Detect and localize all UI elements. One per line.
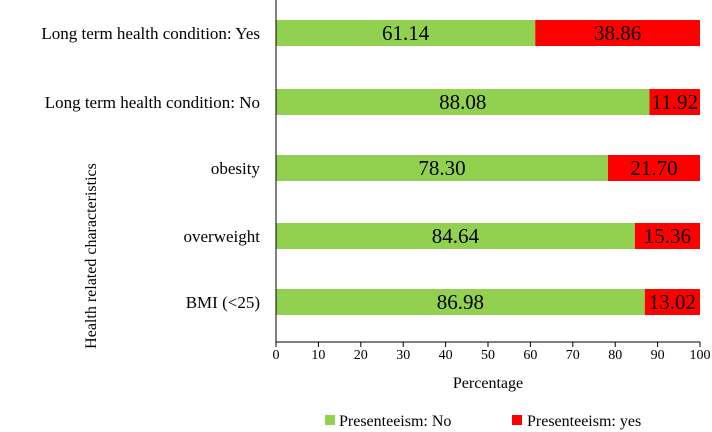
x-tick-label-4: 40 — [439, 348, 453, 363]
bar-yes-2 — [607, 155, 700, 181]
x-ticks-group: 0 10 20 30 40 50 60 70 80 90 100 — [273, 342, 711, 363]
value-label-yes-1: 11.92 — [651, 90, 697, 114]
x-tick-label-8: 80 — [608, 348, 622, 363]
x-tick-label-10: 100 — [690, 348, 711, 363]
legend-label-yes: Presenteeism: yes — [527, 413, 641, 430]
value-label-no-3: 84.64 — [432, 224, 480, 248]
legend: Presenteeism: No Presenteeism: yes — [325, 413, 641, 430]
bar-no-2 — [276, 155, 608, 181]
category-label-1: Long term health condition: No — [45, 93, 260, 112]
category-label-4: BMI (<25) — [186, 293, 260, 312]
category-label-3: overweight — [184, 227, 261, 246]
bar-yes-3 — [634, 223, 700, 249]
value-label-yes-2: 21.70 — [630, 156, 677, 180]
x-tick-label-1: 10 — [311, 348, 325, 363]
category-label-0: Long term health condition: Yes — [41, 24, 260, 43]
legend-swatch-yes — [512, 415, 522, 425]
value-label-yes-4: 13.02 — [649, 290, 696, 314]
x-axis-label: Percentage — [453, 375, 523, 392]
bar-no-0 — [276, 20, 536, 46]
value-label-yes-0: 38.86 — [594, 21, 641, 45]
value-label-no-4: 86.98 — [437, 290, 484, 314]
bar-no-3 — [276, 223, 635, 249]
legend-label-no: Presenteeism: No — [339, 413, 451, 430]
bars-group — [276, 20, 700, 315]
bar-yes-0 — [535, 20, 700, 46]
value-label-no-2: 78.30 — [418, 156, 465, 180]
value-label-no-0: 61.14 — [382, 21, 430, 45]
value-label-yes-3: 15.36 — [644, 224, 691, 248]
bar-yes-1 — [649, 89, 700, 115]
bar-no-1 — [276, 89, 650, 115]
bar-no-4 — [276, 289, 645, 315]
x-tick-label-0: 0 — [273, 348, 280, 363]
x-tick-label-9: 90 — [651, 348, 665, 363]
x-tick-label-2: 20 — [354, 348, 368, 363]
x-tick-label-6: 60 — [523, 348, 537, 363]
x-tick-label-5: 50 — [481, 348, 495, 363]
legend-swatch-no — [325, 415, 335, 425]
value-label-no-1: 88.08 — [439, 90, 486, 114]
category-labels-group: Long term health condition: Yes Long term… — [41, 24, 260, 312]
x-tick-label-7: 70 — [566, 348, 580, 363]
bar-yes-4 — [644, 289, 700, 315]
y-axis-label: Health related characteristics — [83, 163, 100, 349]
x-tick-label-3: 30 — [396, 348, 410, 363]
value-labels-group: 61.14 38.86 88.08 11.92 78.30 21.70 84.64 15.36… — [382, 21, 698, 314]
category-label-2: obesity — [211, 159, 261, 178]
